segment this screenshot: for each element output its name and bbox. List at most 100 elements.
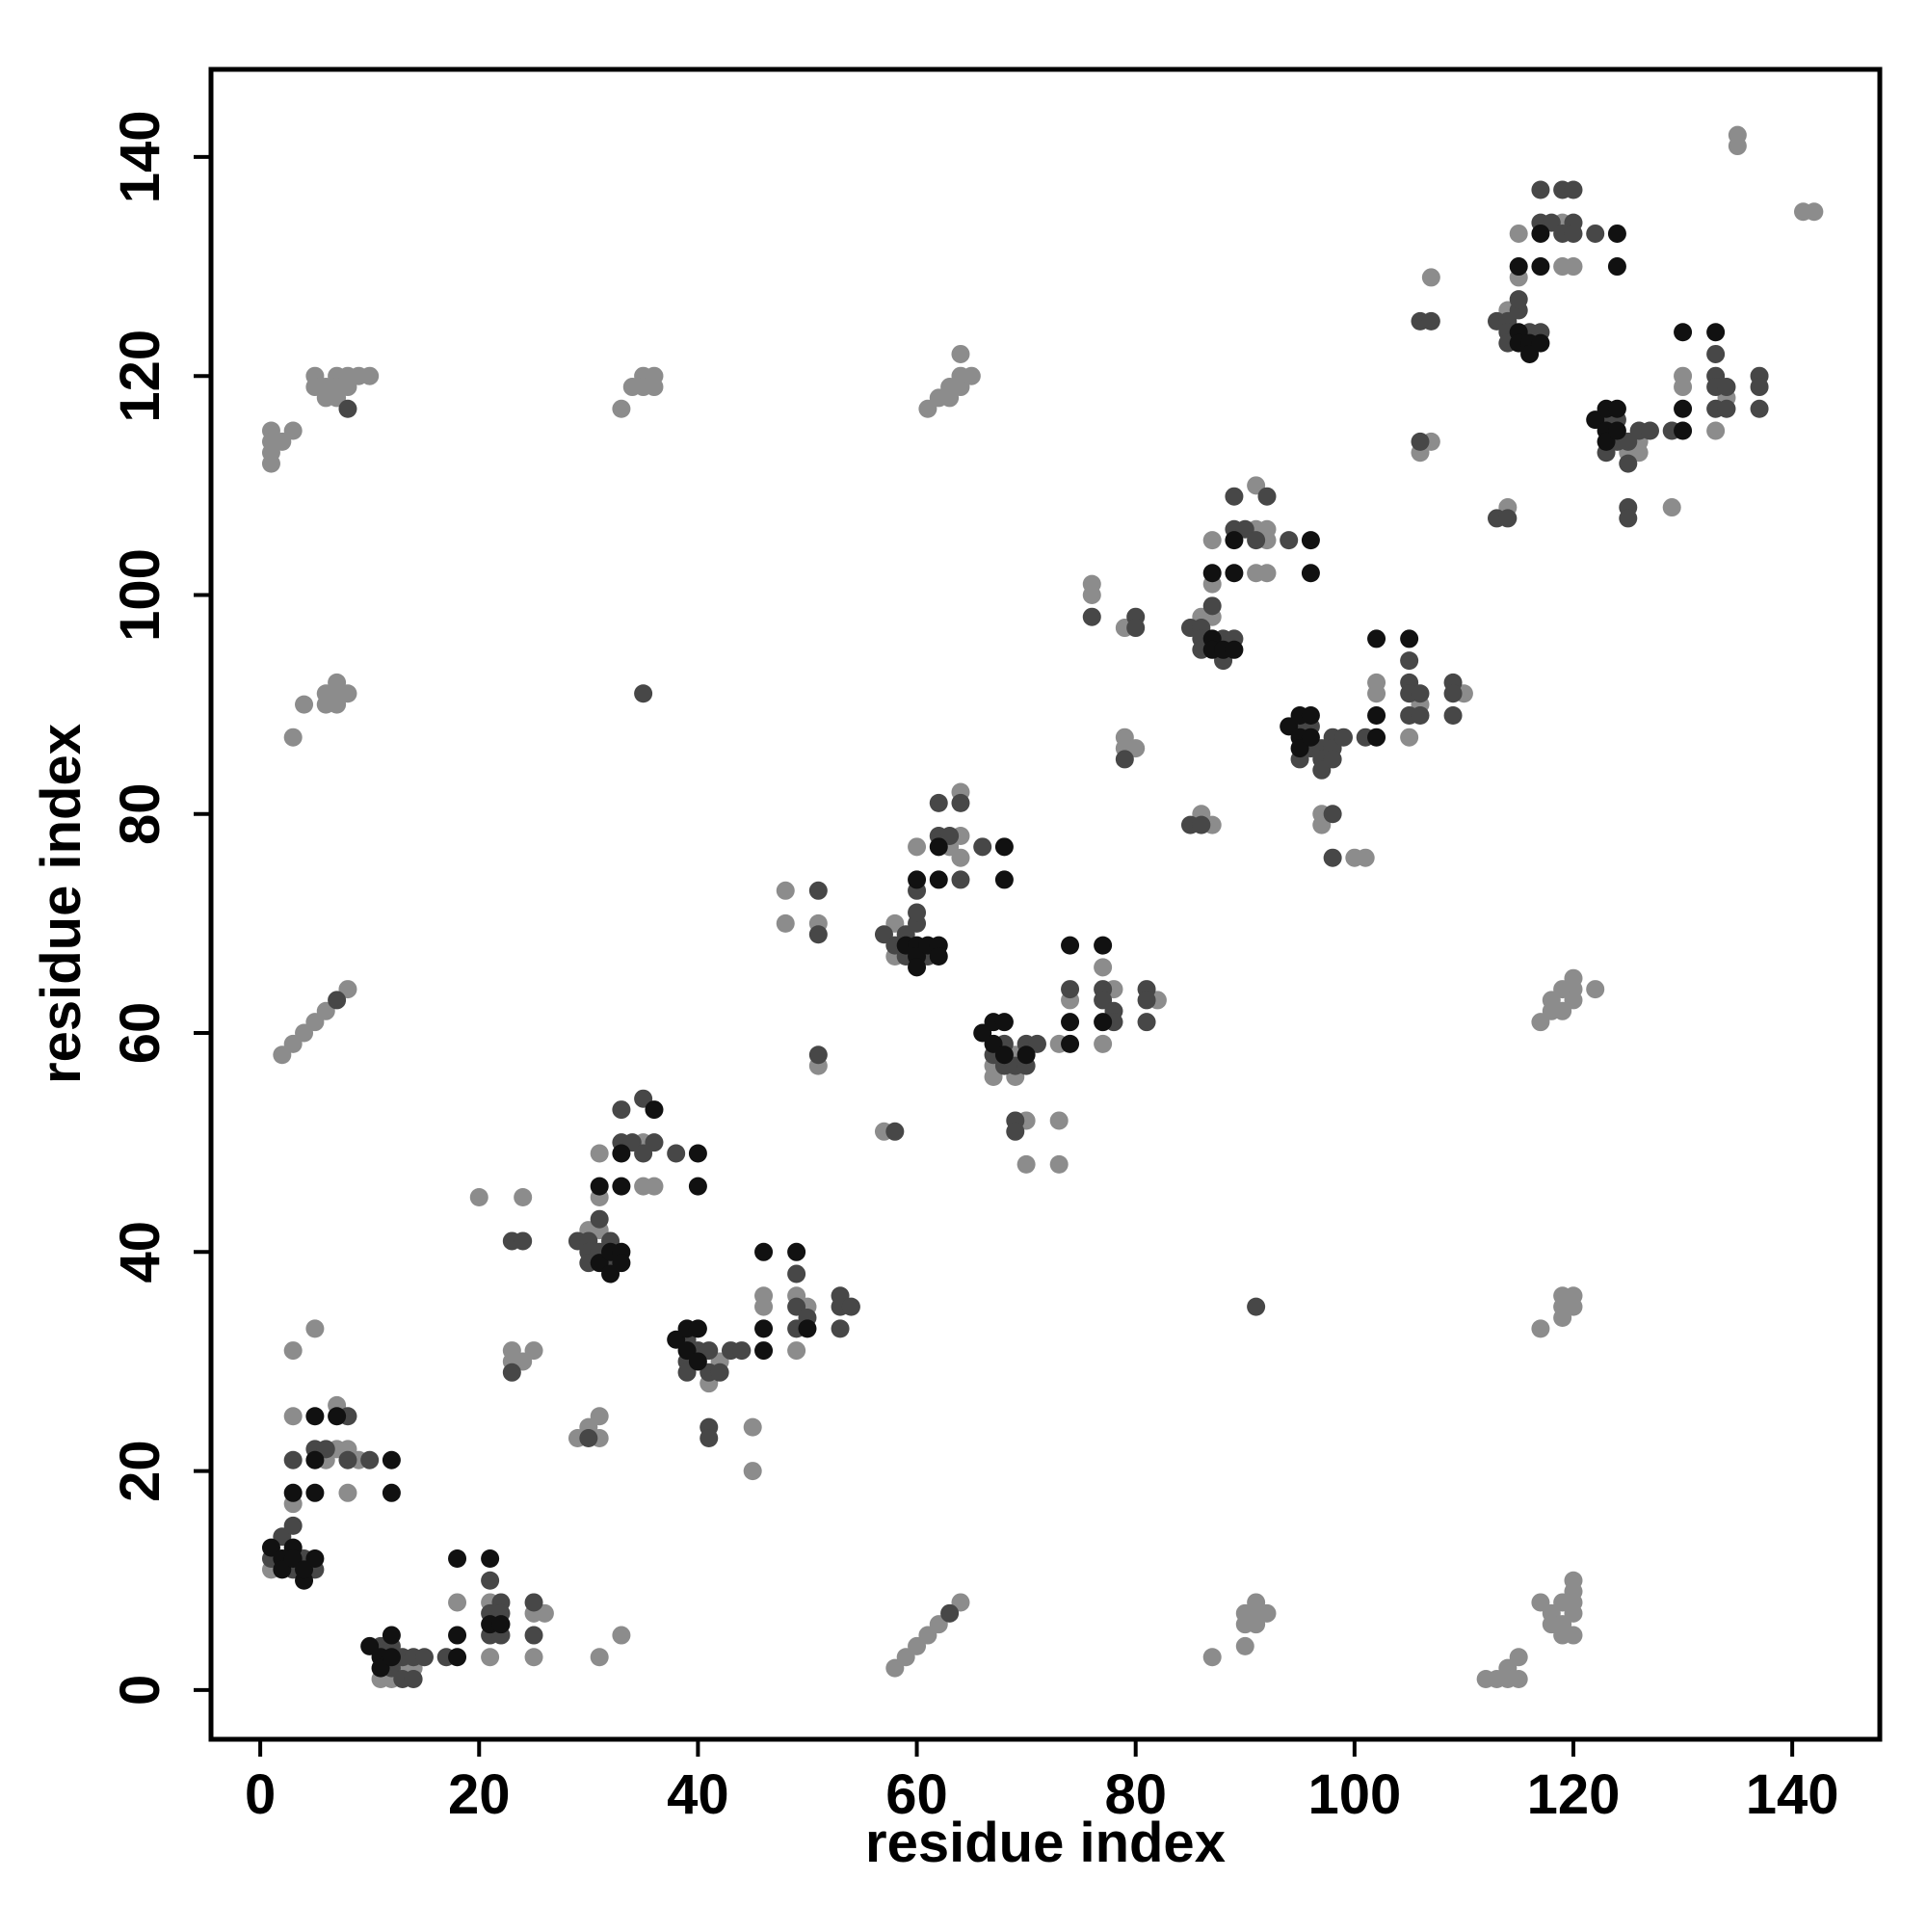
x-tick-label: 40 — [667, 1763, 729, 1826]
contact-point — [1333, 728, 1353, 747]
contact-point — [831, 1319, 850, 1338]
contact-point — [962, 366, 981, 385]
contact-point — [1717, 399, 1736, 418]
contact-point — [1301, 531, 1320, 550]
contact-point — [798, 1319, 817, 1338]
contact-point — [1202, 564, 1222, 583]
contact-point — [929, 870, 948, 889]
x-tick-label: 60 — [885, 1763, 948, 1826]
contact-point — [612, 1626, 631, 1645]
contact-point — [305, 1450, 325, 1469]
contact-point — [994, 1013, 1014, 1032]
contact-point — [590, 1407, 609, 1426]
contact-point — [994, 837, 1014, 857]
contact-point — [1016, 1154, 1036, 1174]
contact-point — [808, 881, 828, 900]
contact-point — [973, 837, 992, 857]
contact-point — [414, 1648, 434, 1667]
x-tick-label: 20 — [448, 1763, 511, 1826]
contact-point — [645, 1100, 664, 1120]
contact-point — [787, 1341, 806, 1361]
contact-point — [1531, 333, 1550, 353]
contact-point — [1564, 1603, 1583, 1623]
contact-point — [382, 1648, 401, 1667]
contact-point — [710, 1363, 729, 1382]
contact-point — [1094, 936, 1113, 955]
contact-point — [1411, 705, 1430, 725]
contact-point — [929, 946, 948, 966]
y-tick-label: 20 — [109, 1440, 172, 1502]
y-tick-label: 60 — [109, 1002, 172, 1065]
contact-point — [1094, 958, 1113, 977]
contact-point — [754, 1319, 774, 1338]
contact-point — [1367, 673, 1386, 692]
contact-point — [1247, 531, 1266, 550]
contact-point — [612, 1177, 631, 1196]
contact-point — [1257, 1603, 1277, 1623]
contact-point — [514, 1187, 533, 1206]
contact-point — [1564, 1297, 1583, 1316]
contact-point — [1564, 991, 1583, 1010]
contact-point — [688, 1352, 707, 1371]
contact-point — [908, 958, 927, 977]
contact-point — [305, 1483, 325, 1502]
x-axis-title: residue index — [865, 1812, 1226, 1874]
contact-point — [645, 1177, 664, 1196]
contact-point — [1728, 137, 1747, 156]
contact-point — [283, 421, 303, 440]
contact-point — [1564, 968, 1583, 988]
y-tick-label: 100 — [109, 548, 172, 642]
contact-point — [808, 1045, 828, 1065]
contact-point — [1301, 705, 1320, 725]
contact-point — [1607, 399, 1626, 418]
contact-point — [1750, 399, 1769, 418]
contact-point — [1323, 750, 1342, 769]
contact-point — [1443, 684, 1463, 703]
contact-point — [283, 1341, 303, 1361]
contact-point — [1662, 498, 1681, 517]
contact-point — [743, 1417, 762, 1437]
contact-point — [908, 903, 927, 922]
contact-point — [732, 1341, 752, 1361]
y-axis-title: residue index — [30, 724, 92, 1084]
contact-point — [1257, 564, 1277, 583]
contact-point — [283, 1407, 303, 1426]
contact-point — [1137, 991, 1156, 1010]
contact-point — [1301, 728, 1320, 747]
contact-point — [1356, 848, 1375, 867]
contact-point — [1509, 290, 1528, 309]
contact-point — [1061, 936, 1080, 955]
contact-point — [612, 1100, 631, 1120]
contact-point — [1531, 1319, 1550, 1338]
contact-point — [951, 344, 970, 363]
contact-point — [590, 1209, 609, 1229]
contact-point — [448, 1648, 467, 1667]
contact-point — [1619, 509, 1638, 528]
contact-point — [885, 1122, 905, 1141]
y-tick-label: 140 — [109, 111, 172, 204]
contact-point — [1301, 564, 1320, 583]
contact-point — [1225, 564, 1244, 583]
contact-point — [1531, 224, 1550, 243]
x-tick-label: 0 — [245, 1763, 276, 1826]
contact-point — [612, 1144, 631, 1163]
contact-point — [1586, 980, 1605, 999]
contact-point — [1006, 1122, 1025, 1141]
contact-point — [1016, 1045, 1036, 1065]
contact-point — [940, 1603, 960, 1623]
contact-point — [1202, 596, 1222, 616]
contact-point — [1421, 268, 1440, 287]
contact-point — [994, 1045, 1014, 1065]
contact-point — [1225, 487, 1244, 506]
contact-point — [283, 1483, 303, 1502]
contact-point — [1640, 421, 1659, 440]
contact-point — [1607, 257, 1626, 277]
contact-point — [808, 925, 828, 944]
contact-point — [328, 1407, 347, 1426]
contact-point — [305, 1548, 325, 1568]
contact-point — [1094, 1034, 1113, 1053]
contact-point — [502, 1363, 521, 1382]
contact-point — [688, 1144, 707, 1163]
contact-point — [1225, 640, 1244, 659]
contact-point — [1411, 432, 1430, 451]
